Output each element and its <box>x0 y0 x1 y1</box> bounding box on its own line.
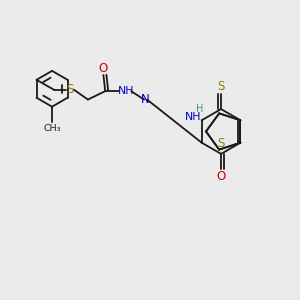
Text: H: H <box>196 104 204 114</box>
Text: S: S <box>66 83 74 96</box>
Text: NH: NH <box>185 112 202 122</box>
Text: CH₃: CH₃ <box>43 124 61 133</box>
Text: N: N <box>141 93 150 106</box>
Text: O: O <box>216 170 226 183</box>
Text: NH: NH <box>118 86 134 96</box>
Text: O: O <box>99 62 108 75</box>
Text: S: S <box>218 80 225 94</box>
Text: S: S <box>217 137 224 150</box>
